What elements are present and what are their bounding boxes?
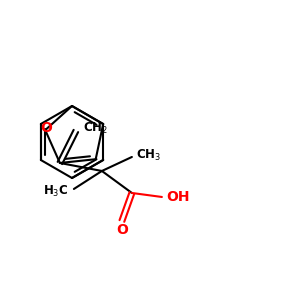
Text: O: O (116, 223, 128, 237)
Text: CH$_2$: CH$_2$ (83, 120, 108, 136)
Text: O: O (40, 121, 52, 135)
Text: CH$_3$: CH$_3$ (136, 147, 161, 163)
Text: H$_3$C: H$_3$C (44, 183, 69, 199)
Text: OH: OH (166, 190, 189, 204)
